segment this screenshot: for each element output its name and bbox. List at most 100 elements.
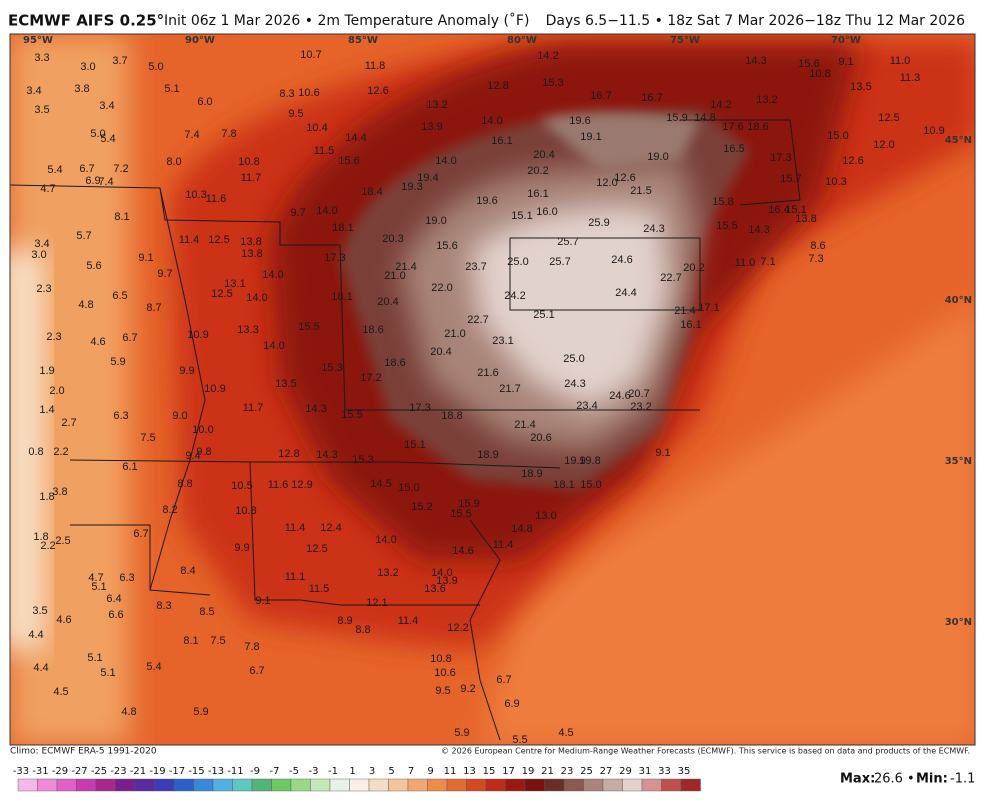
anomaly-label: 18.8: [441, 410, 462, 422]
anomaly-label: 18.4: [361, 186, 382, 198]
anomaly-label: 16.4: [768, 204, 789, 216]
anomaly-label: 15.5: [716, 220, 737, 232]
colorbar-swatch: [544, 778, 565, 792]
anomaly-label: 12.5: [878, 112, 899, 124]
anomaly-label: 5.4: [47, 164, 62, 176]
colorbar-tick: -13: [208, 766, 224, 777]
anomaly-label: 22.7: [660, 272, 681, 284]
anomaly-label: 15.0: [827, 130, 848, 142]
anomaly-label: 9.8: [196, 446, 211, 458]
anomaly-label: 4.7: [88, 572, 103, 584]
anomaly-label: 20.2: [527, 165, 548, 177]
colorbar-tick: -27: [71, 766, 87, 777]
anomaly-label: 18.6: [384, 357, 405, 369]
anomaly-label: 6.7: [496, 674, 511, 686]
colorbar-swatch: [368, 778, 389, 792]
anomaly-label: 10.8: [235, 505, 256, 517]
anomaly-label: 25.1: [533, 309, 554, 321]
anomaly-label: 6.9: [504, 698, 519, 710]
anomaly-label: 25.7: [549, 256, 570, 268]
colorbar-swatch: [271, 778, 292, 792]
map-frame: [9, 33, 976, 746]
anomaly-label: 6.7: [249, 665, 264, 677]
colorbar-swatch: [37, 778, 58, 792]
colorbar-swatch: [251, 778, 272, 792]
anomaly-label: 24.4: [615, 287, 636, 299]
anomaly-label: 9.9: [179, 365, 194, 377]
anomaly-label: 14.0: [375, 534, 396, 546]
colorbar-swatch: [212, 778, 233, 792]
anomaly-label: 15.9: [666, 112, 687, 124]
colorbar-swatch: [583, 778, 604, 792]
anomaly-label: 13.2: [756, 94, 777, 106]
lat-label: 40°N: [945, 295, 972, 306]
colorbar-tick: 33: [658, 766, 671, 777]
anomaly-label: 14.2: [537, 50, 558, 62]
anomaly-label: 23.7: [465, 261, 486, 273]
colorbar-swatch: [232, 778, 253, 792]
anomaly-label: 18.1: [331, 291, 352, 303]
anomaly-label: 8.4: [180, 565, 195, 577]
anomaly-label: 3.4: [26, 85, 41, 97]
colorbar-tick: 1: [349, 766, 355, 777]
anomaly-label: 4.7: [40, 183, 55, 195]
colorbar-tick: -7: [270, 766, 280, 777]
anomaly-label: 3.5: [32, 605, 47, 617]
anomaly-label: 12.0: [873, 139, 894, 151]
anomaly-label: 3.0: [31, 249, 46, 261]
anomaly-label: 8.8: [355, 624, 370, 636]
anomaly-label: 12.5: [208, 234, 229, 246]
colorbar-swatch: [56, 778, 77, 792]
colorbar-tick: -21: [130, 766, 146, 777]
anomaly-label: 9.4: [185, 450, 200, 462]
anomaly-label: 18.9: [477, 449, 498, 461]
anomaly-label: 15.7: [780, 173, 801, 185]
anomaly-label: 17.6: [722, 121, 743, 133]
colorbar-tick: -9: [250, 766, 260, 777]
colorbar-tick: 3: [369, 766, 375, 777]
anomaly-label: 15.1: [511, 210, 532, 222]
colorbar-swatch: [310, 778, 331, 792]
anomaly-label: 17.1: [698, 302, 719, 314]
anomaly-label: 23.4: [576, 400, 597, 412]
anomaly-label: 13.3: [237, 324, 258, 336]
anomaly-label: 15.8: [712, 196, 733, 208]
anomaly-label: 13.8: [795, 213, 816, 225]
colorbar-swatch: [349, 778, 370, 792]
colorbar-swatch: [680, 778, 701, 792]
anomaly-label: 8.2: [162, 504, 177, 516]
lon-label: 75°W: [670, 35, 700, 46]
colorbar-swatch: [602, 778, 623, 792]
anomaly-label: 23.2: [630, 401, 651, 413]
anomaly-label: 14.3: [316, 449, 337, 461]
colorbar-tick: 29: [619, 766, 632, 777]
anomaly-label: 5.0: [90, 128, 105, 140]
colorbar-tick: 21: [541, 766, 554, 777]
anomaly-label: 19.0: [425, 215, 446, 227]
anomaly-label: 11.6: [206, 193, 227, 205]
lat-label: 35°N: [945, 456, 972, 467]
colorbar-tick: 27: [600, 766, 613, 777]
anomaly-label: 24.2: [504, 290, 525, 302]
anomaly-label: 5.6: [86, 260, 101, 272]
anomaly-label: 14.0: [262, 269, 283, 281]
colorbar-tick: -1: [328, 766, 338, 777]
colorbar-tick: -3: [309, 766, 319, 777]
anomaly-label: 11.5: [314, 145, 335, 157]
colorbar-tick: 19: [522, 766, 535, 777]
anomaly-label: 4.6: [90, 336, 105, 348]
anomaly-label: 10.7: [300, 49, 321, 61]
anomaly-label: 8.3: [156, 600, 171, 612]
anomaly-label: 5.1: [87, 652, 102, 664]
anomaly-label: 21.4: [395, 261, 416, 273]
anomaly-label: 11.7: [241, 172, 262, 184]
anomaly-label: 12.2: [447, 622, 468, 634]
lon-label: 70°W: [831, 35, 861, 46]
anomaly-label: 5.9: [193, 706, 208, 718]
colorbar-tick: -5: [289, 766, 299, 777]
colorbar-tick: -25: [91, 766, 107, 777]
anomaly-label: 3.4: [34, 238, 49, 250]
anomaly-label: 21.4: [514, 419, 535, 431]
colorbar-swatch: [290, 778, 311, 792]
